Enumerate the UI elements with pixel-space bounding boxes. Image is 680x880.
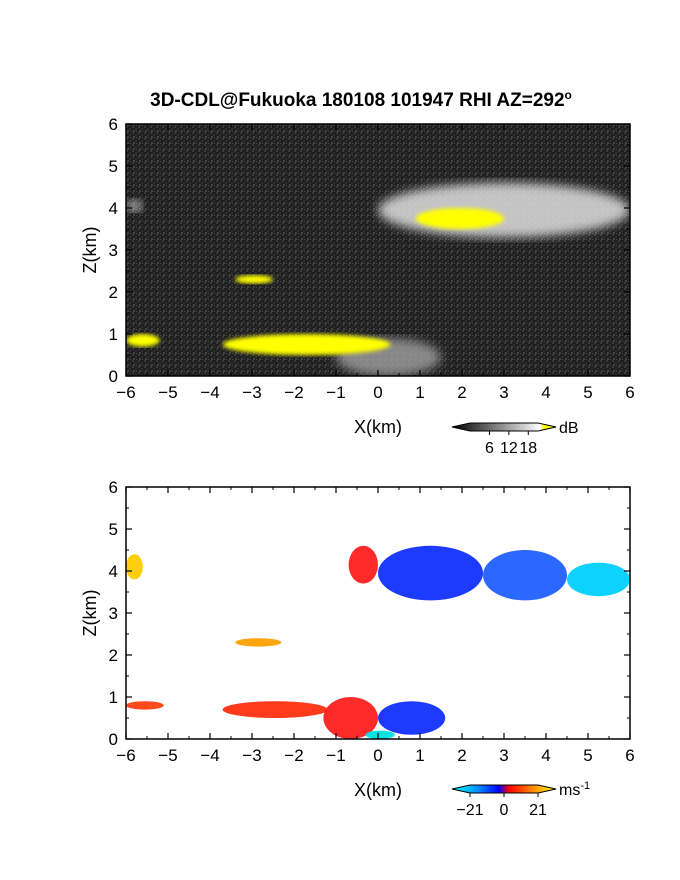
y-tick-label: 0 <box>109 367 118 386</box>
colorbar-velocity: −21 0 21 ms-1 <box>451 780 590 819</box>
x-tick-label: 3 <box>499 383 508 402</box>
colorbar-tick-label: 21 <box>529 802 547 819</box>
region-mark <box>378 545 483 601</box>
colorbar-tick-label: 12 <box>500 440 518 457</box>
y-tick-label: 3 <box>109 604 118 623</box>
y-tick-label: 2 <box>109 283 118 302</box>
x-tick-label: −4 <box>200 383 219 402</box>
echo-mark <box>222 334 391 355</box>
region-mark <box>567 562 630 597</box>
x-tick-label: −4 <box>200 746 219 765</box>
x-tick-label: 3 <box>499 746 508 765</box>
xlabel-reflectivity: X(km) <box>354 417 402 437</box>
colorbar-tick-label: −21 <box>456 802 483 819</box>
cloud-mark <box>126 199 143 213</box>
region-mark <box>235 638 282 647</box>
panel-doppler-velocity: −6 −5 −4 −3 −2 −1 0 1 2 3 4 5 6 0 1 2 3 4 5 6 X(km) Z(km) −… <box>80 478 635 819</box>
region-mark <box>222 701 328 718</box>
x-tick-label: −3 <box>242 746 261 765</box>
x-tick-label: 5 <box>583 383 592 402</box>
chart-title-text: 3D-CDL@Fukuoka 180108 101947 RHI AZ=292 <box>150 90 564 111</box>
y-tick-label: 1 <box>109 325 118 344</box>
x-tick-label: −3 <box>242 383 261 402</box>
axes-reflectivity: −6 −5 −4 −3 −2 −1 0 1 2 3 4 5 6 0 1 2 3 4 5 6 <box>109 115 635 402</box>
colorbar-reflectivity: 6 12 18 dB <box>451 420 579 457</box>
echo-mark <box>415 208 504 229</box>
x-tick-label: −2 <box>284 383 303 402</box>
region-mark <box>323 697 379 739</box>
colorbar-tick-label: 0 <box>500 802 509 819</box>
cloud-mark <box>378 182 630 238</box>
colorbar-unit-ms: ms-1 <box>559 780 590 799</box>
y-tick-label: 3 <box>109 241 118 260</box>
y-tick-label: 6 <box>109 115 118 134</box>
y-tick-label: 5 <box>109 157 118 176</box>
chart-title-degree: o <box>565 88 572 102</box>
y-tick-label: 4 <box>109 199 118 218</box>
x-tick-label: −1 <box>326 746 345 765</box>
axes-velocity: −6 −5 −4 −3 −2 −1 0 1 2 3 4 5 6 0 1 2 3 4 5 6 <box>109 478 635 765</box>
x-tick-label: −2 <box>284 746 303 765</box>
y-tick-label: 1 <box>109 688 118 707</box>
x-tick-label: 0 <box>373 746 382 765</box>
velocity-features <box>126 545 630 739</box>
x-tick-label: 6 <box>625 383 634 402</box>
x-tick-label: 2 <box>457 746 466 765</box>
colorbar-unit-db: dB <box>559 420 579 437</box>
x-tick-label: 1 <box>415 746 424 765</box>
region-mark <box>126 701 164 710</box>
x-tick-label: 6 <box>625 746 634 765</box>
plot-area-reflectivity <box>126 124 630 376</box>
y-tick-label: 5 <box>109 520 118 539</box>
y-tick-label: 4 <box>109 562 118 581</box>
x-tick-label: −5 <box>158 383 177 402</box>
x-tick-label: 0 <box>373 383 382 402</box>
x-tick-label: −6 <box>116 746 135 765</box>
plot-area-velocity <box>126 487 630 739</box>
region-mark <box>378 701 446 735</box>
x-tick-label: −6 <box>116 383 135 402</box>
region-mark <box>348 545 378 584</box>
x-tick-label: 4 <box>541 383 550 402</box>
echo-mark <box>126 334 160 347</box>
region-mark <box>365 730 395 739</box>
y-tick-label: 6 <box>109 478 118 497</box>
chart-title: 3D-CDL@Fukuoka 180108 101947 RHI AZ=292o <box>150 88 572 111</box>
x-tick-label: 2 <box>457 383 466 402</box>
x-tick-label: 4 <box>541 746 550 765</box>
colorbar-tick-label: 18 <box>519 440 537 457</box>
reflectivity-features <box>126 182 630 376</box>
x-tick-label: −5 <box>158 746 177 765</box>
ylabel-reflectivity: Z(km) <box>80 227 100 274</box>
y-tick-label: 2 <box>109 646 118 665</box>
x-tick-label: 1 <box>415 383 424 402</box>
colorbar-tick-label: 6 <box>485 440 494 457</box>
region-mark <box>483 550 567 601</box>
x-tick-label: 5 <box>583 746 592 765</box>
region-mark <box>126 554 143 580</box>
y-tick-label: 0 <box>109 730 118 749</box>
echo-mark <box>235 275 273 284</box>
xlabel-velocity: X(km) <box>354 780 402 800</box>
ylabel-velocity: Z(km) <box>80 590 100 637</box>
x-tick-label: −1 <box>326 383 345 402</box>
